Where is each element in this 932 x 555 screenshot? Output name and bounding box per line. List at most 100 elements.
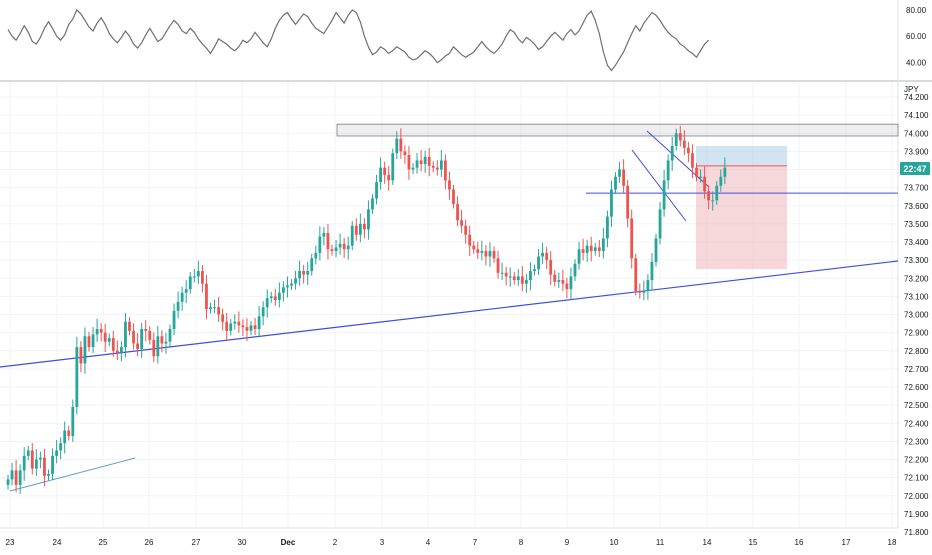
candle-body <box>221 314 225 322</box>
price-tick-label: 72.500 <box>904 401 929 410</box>
candle-body <box>164 341 168 344</box>
candle-body <box>111 338 115 351</box>
candle-body <box>310 258 314 271</box>
time-tick-label: 27 <box>192 538 201 547</box>
candle-body <box>132 330 135 344</box>
candle-body <box>277 292 281 300</box>
candle-body <box>666 160 670 181</box>
candle-body <box>545 252 549 261</box>
candle-body <box>261 307 265 317</box>
candle-body <box>103 332 107 342</box>
candle-body <box>529 271 532 281</box>
candle-body <box>618 169 621 177</box>
candle-body <box>488 251 492 257</box>
candle-body <box>687 147 690 154</box>
candle-body <box>318 236 322 253</box>
candle-body <box>419 160 423 165</box>
candle-body <box>658 209 662 239</box>
candle-body <box>363 223 366 230</box>
candle-body <box>476 249 480 253</box>
candle-body <box>711 200 715 202</box>
candle-body <box>444 160 447 181</box>
candle-body <box>209 307 212 310</box>
candle-body <box>168 329 172 342</box>
candle-body <box>407 155 411 170</box>
candle-body <box>630 218 634 259</box>
candle-body <box>537 256 540 270</box>
currency-label: JPY <box>904 85 919 94</box>
stop-loss-zone <box>696 165 787 270</box>
candle-body <box>569 276 573 290</box>
price-tick-label: 74.200 <box>904 93 929 102</box>
candle-body <box>144 329 148 331</box>
time-tick-label: 17 <box>842 538 851 547</box>
time-tick-label: 14 <box>703 538 712 547</box>
candle-body <box>87 336 91 348</box>
time-tick-label: 24 <box>53 538 62 547</box>
candle-body <box>314 252 318 259</box>
candle-body <box>156 336 160 357</box>
candle-body <box>634 258 638 291</box>
candle-body <box>504 272 508 277</box>
drawings-layer <box>0 123 899 492</box>
time-tick-label: 25 <box>99 538 108 547</box>
candle-body <box>59 443 63 451</box>
candle-body <box>460 220 463 226</box>
candle-body <box>326 232 330 250</box>
candle-body <box>201 271 204 284</box>
time-tick-label: 26 <box>145 538 154 547</box>
candle-body <box>63 430 67 444</box>
candle-body <box>176 301 180 311</box>
candle-body <box>585 245 589 253</box>
candle-body <box>192 276 196 278</box>
price-tick-label: 71.900 <box>904 510 929 519</box>
candle-body <box>500 272 504 274</box>
candle-body <box>561 280 565 284</box>
candle-body <box>403 151 407 155</box>
candle-body <box>196 271 200 277</box>
candle-body <box>43 457 46 476</box>
candle-body <box>674 133 678 146</box>
candle-body <box>411 167 415 170</box>
time-tick-label: 23 <box>6 538 15 547</box>
candle-body <box>480 251 484 253</box>
price-tick-label: 72.000 <box>904 492 929 501</box>
time-tick-label: 11 <box>656 538 665 547</box>
candle-body <box>10 470 14 480</box>
candle-body <box>83 336 87 364</box>
candle-body <box>622 169 625 186</box>
candle-body <box>306 271 310 275</box>
candle-body <box>265 298 269 308</box>
candle-body <box>79 347 83 364</box>
candle-body <box>302 271 306 275</box>
candle-body <box>55 450 58 456</box>
time-tick-label: 9 <box>565 538 570 547</box>
candle-body <box>67 430 71 436</box>
candle-body <box>691 153 694 168</box>
candle-body <box>367 209 370 230</box>
oscillator-tick-label: 80.00 <box>906 6 927 15</box>
candle-body <box>273 296 277 300</box>
candle-body <box>589 245 593 252</box>
candle-body <box>415 160 419 168</box>
candle-body <box>557 280 561 282</box>
candle-body <box>229 323 233 331</box>
candle-body <box>152 339 156 357</box>
price-badge-text: 22:47 <box>903 164 926 174</box>
candle-body <box>395 138 399 154</box>
candle-body <box>533 269 536 271</box>
candle-body <box>383 167 387 175</box>
candle-body <box>439 160 443 170</box>
candle-body <box>225 321 229 331</box>
candle-body <box>334 247 338 252</box>
price-tick-label: 73.900 <box>904 147 929 156</box>
candle-body <box>22 455 26 471</box>
candle-body <box>294 278 297 284</box>
candle-body <box>577 249 581 264</box>
time-tick-label: 8 <box>519 538 524 547</box>
candle-body <box>662 180 666 210</box>
candle-body <box>245 327 249 331</box>
candle-body <box>638 290 642 293</box>
candle-body <box>322 232 326 237</box>
